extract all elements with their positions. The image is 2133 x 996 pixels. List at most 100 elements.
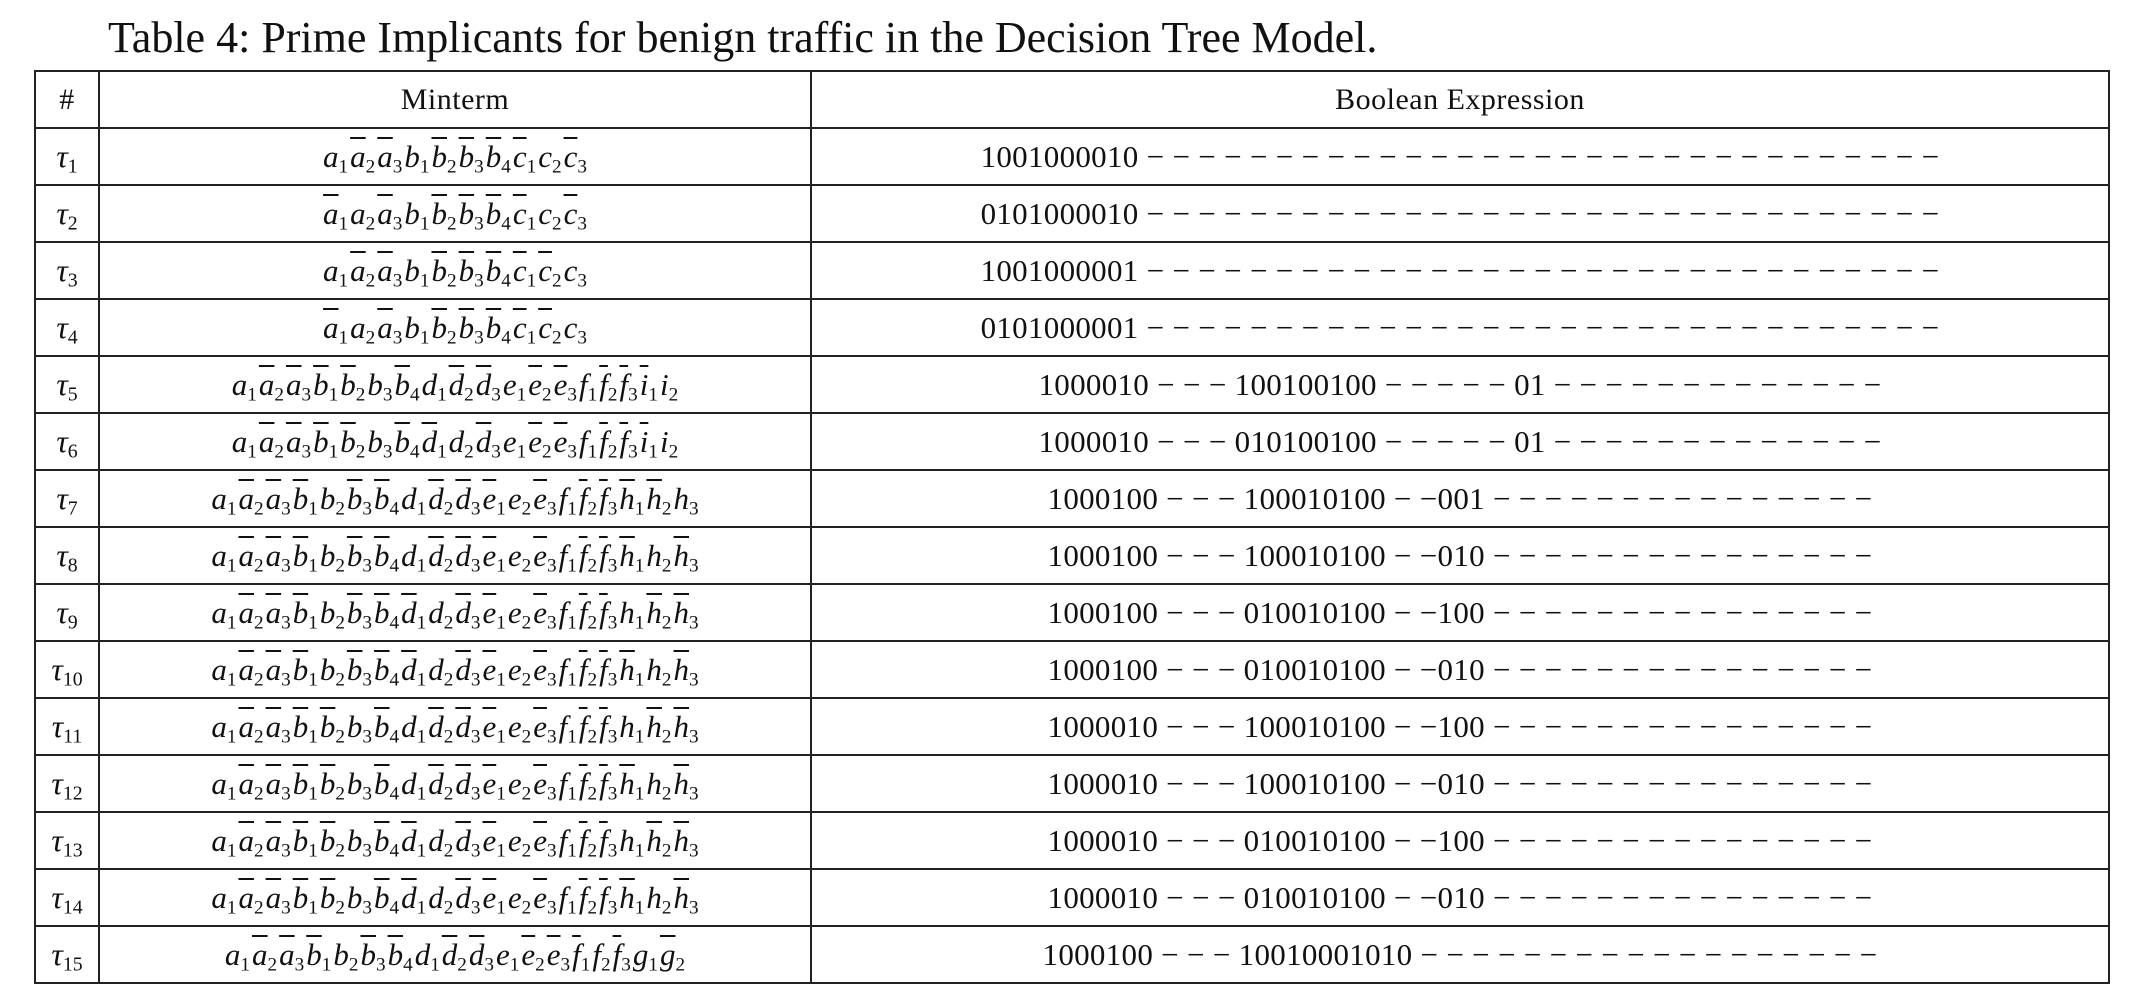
negated-literal: h3 — [673, 594, 699, 633]
literal: e2 — [507, 708, 532, 747]
literal: a1 — [231, 366, 257, 405]
negated-literal: b2 — [319, 879, 345, 918]
literal: b1 — [404, 138, 430, 177]
row-index: τ9 — [34, 583, 100, 642]
literal: h1 — [619, 708, 645, 747]
row-index-number: 15 — [62, 953, 83, 976]
negated-literal: f2 — [599, 423, 618, 462]
negated-literal: c2 — [538, 309, 562, 348]
negated-literal: f1 — [572, 936, 591, 975]
negated-literal: b1 — [292, 879, 318, 918]
table-row: τ5 a1a2a3b1b2b3b4d1d2d3e1e2e3f1f2f3i1i2 10… — [34, 355, 2110, 414]
tau-symbol: τ — [56, 537, 68, 573]
negated-literal: e2 — [528, 366, 552, 405]
tau-symbol: τ — [51, 651, 63, 687]
literal: f1 — [579, 366, 598, 405]
row-index: τ15 — [34, 925, 100, 984]
literal: f1 — [558, 765, 577, 804]
negated-literal: b4 — [374, 480, 400, 519]
row-index-number: 14 — [62, 896, 83, 919]
negated-literal: e1 — [482, 708, 506, 747]
header-index: # — [34, 70, 100, 129]
literal: b3 — [367, 423, 393, 462]
row-index-number: 7 — [67, 497, 78, 520]
negated-literal: d1 — [401, 651, 427, 690]
minterm-cell: a1a2a3b1b2b3b4d1d2d3e1e2e3f1f2f3h1h2h3 — [98, 526, 812, 585]
negated-literal: h3 — [673, 708, 699, 747]
negated-literal: a3 — [265, 879, 291, 918]
negated-literal: a2 — [238, 537, 264, 576]
negated-literal: h2 — [646, 594, 672, 633]
negated-literal: h2 — [646, 480, 672, 519]
minterm-cell: a1a2a3b1b2b3b4c1c2c3 — [98, 127, 812, 186]
negated-literal: b4 — [374, 651, 400, 690]
negated-literal: b4 — [374, 879, 400, 918]
tau-symbol: τ — [56, 138, 68, 174]
negated-literal: e3 — [533, 480, 557, 519]
row-index: τ11 — [34, 697, 100, 756]
negated-literal: b1 — [292, 537, 318, 576]
negated-literal: f3 — [599, 480, 618, 519]
literal: e2 — [507, 822, 532, 861]
negated-literal: c2 — [538, 252, 562, 291]
minterm-cell: a1a2a3b1b2b3b4d1d2d3e1e2e3f1f2f3h1h2h3 — [98, 640, 812, 699]
literal: f1 — [558, 651, 577, 690]
literal: b2 — [319, 480, 345, 519]
negated-literal: b2 — [319, 708, 345, 747]
literal: d1 — [421, 366, 447, 405]
row-index-number: 13 — [62, 839, 83, 862]
literal: b3 — [346, 822, 373, 861]
negated-literal: b3 — [346, 651, 373, 690]
boolean-expression-cell: 1000010 − − − 010010100 − −010 − − − − −… — [810, 868, 2110, 927]
negated-literal: a2 — [252, 936, 278, 975]
negated-literal: d2 — [428, 480, 454, 519]
negated-literal: d3 — [455, 480, 481, 519]
tau-symbol: τ — [56, 309, 68, 345]
negated-literal: e1 — [482, 594, 506, 633]
negated-literal: d3 — [455, 537, 481, 576]
boolean-expression-cell: 1001000010 − − − − − − − − − − − − − − −… — [810, 127, 2110, 186]
tau-symbol: τ — [51, 708, 64, 744]
boolean-expression-cell: 1001000001 − − − − − − − − − − − − − − −… — [810, 241, 2110, 300]
literal: c3 — [563, 252, 587, 291]
negated-literal: b3 — [360, 936, 386, 975]
literal: c2 — [538, 138, 562, 177]
negated-literal: b4 — [394, 366, 420, 405]
negated-literal: a2 — [238, 822, 264, 861]
boolean-expression-cell: 1000010 − − − 010100100 − − − − − 01 − −… — [810, 412, 2110, 471]
literal: a1 — [211, 537, 237, 576]
literal: d2 — [428, 651, 454, 690]
negated-literal: b4 — [374, 822, 400, 861]
table-row: τ7 a1a2a3b1b2b3b4d1d2d3e1e2e3f1f2f3h1h2h3… — [34, 469, 2110, 528]
negated-literal: b2 — [431, 138, 457, 177]
negated-literal: a3 — [377, 138, 403, 177]
row-index: τ12 — [34, 754, 100, 813]
negated-literal: a1 — [323, 309, 349, 348]
negated-literal: a2 — [350, 252, 376, 291]
boolean-expression-cell: 1000010 − − − 100010100 − −010 − − − − −… — [810, 754, 2110, 813]
negated-literal: e3 — [553, 366, 578, 405]
table-row: τ9 a1a2a3b1b2b3b4d1d2d3e1e2e3f1f2f3h1h2h3… — [34, 583, 2110, 642]
negated-literal: b4 — [387, 936, 413, 975]
row-index-number: 10 — [62, 668, 83, 691]
negated-literal: b1 — [313, 366, 339, 405]
minterm-cell: a1a2a3b1b2b3b4d1d2d3e1e2e3f1f2f3h1h2h3 — [98, 469, 812, 528]
literal: a1 — [211, 765, 237, 804]
negated-literal: f3 — [599, 651, 618, 690]
literal: b3 — [346, 879, 373, 918]
literal: e2 — [507, 537, 532, 576]
literal: d2 — [428, 822, 454, 861]
row-index: τ13 — [34, 811, 100, 870]
negated-literal: c1 — [512, 195, 537, 234]
negated-literal: f3 — [599, 822, 618, 861]
negated-literal: b4 — [374, 765, 400, 804]
negated-literal: b4 — [485, 195, 511, 234]
negated-literal: b2 — [340, 423, 366, 462]
negated-literal: a2 — [350, 138, 376, 177]
literal: a2 — [350, 309, 376, 348]
literal: a1 — [323, 138, 349, 177]
negated-literal: a2 — [238, 480, 264, 519]
literal: g1 — [632, 936, 658, 975]
boolean-expression-cell: 0101000010 − − − − − − − − − − − − − − −… — [810, 184, 2110, 243]
row-index-number: 1 — [67, 155, 78, 178]
